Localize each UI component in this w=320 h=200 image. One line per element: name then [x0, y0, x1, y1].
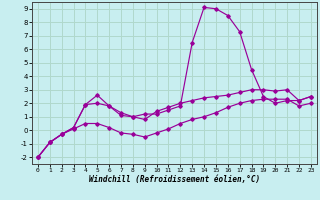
X-axis label: Windchill (Refroidissement éolien,°C): Windchill (Refroidissement éolien,°C): [89, 175, 260, 184]
